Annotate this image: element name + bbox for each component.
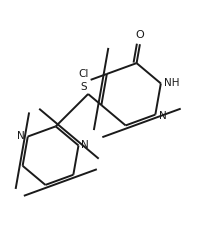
Text: S: S [80, 83, 87, 92]
Text: O: O [136, 30, 144, 40]
Text: NH: NH [164, 79, 180, 88]
Text: N: N [81, 140, 89, 150]
Text: N: N [17, 130, 25, 141]
Text: N: N [159, 110, 166, 121]
Text: Cl: Cl [78, 69, 89, 79]
